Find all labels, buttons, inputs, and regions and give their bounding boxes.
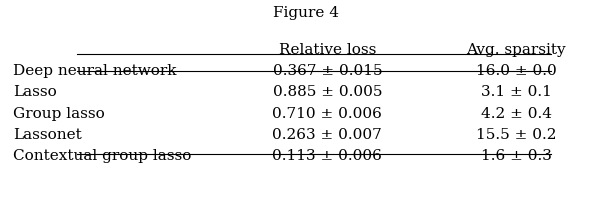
Text: Figure 4: Figure 4 xyxy=(273,6,339,20)
